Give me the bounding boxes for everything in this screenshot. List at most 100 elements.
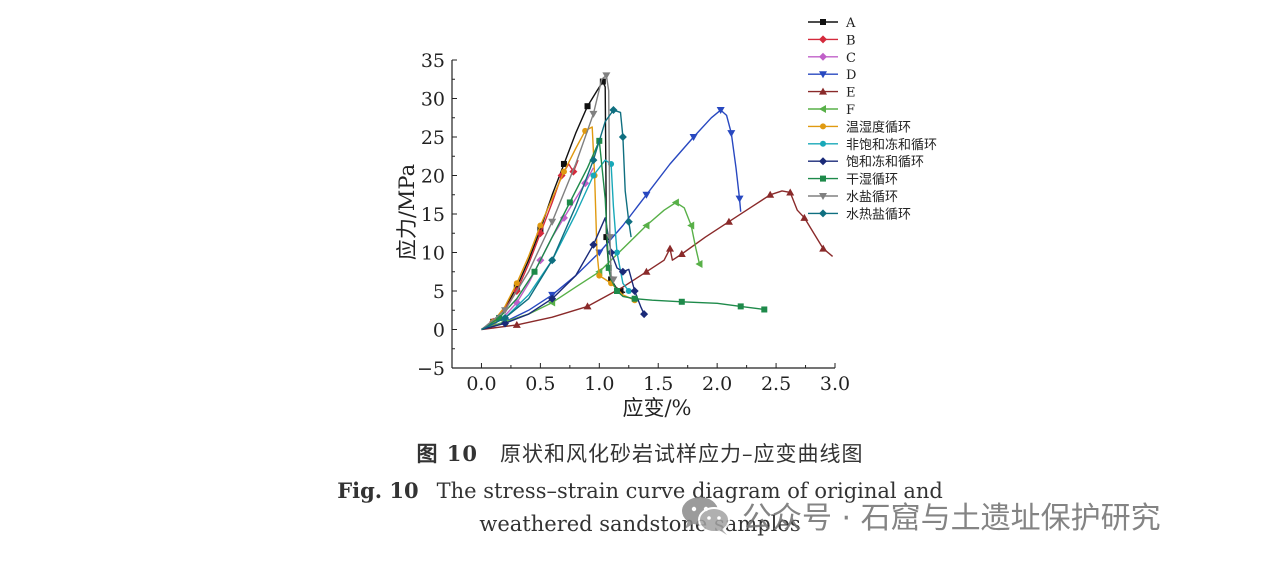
x-axis-title: 应变/% [622, 396, 691, 420]
legend-marker [819, 71, 827, 79]
data-point [640, 310, 649, 319]
data-point [513, 280, 520, 287]
data-point [678, 298, 685, 305]
data-point [602, 72, 611, 80]
data-point [599, 78, 606, 85]
y-tick-label: 5 [433, 281, 445, 303]
data-point [724, 217, 733, 225]
figure-title-en-line2: weathered sandstone samples [479, 512, 801, 536]
series-line-4 [481, 190, 834, 331]
series-line-1 [481, 159, 579, 331]
data-point [631, 295, 638, 302]
data-point [590, 172, 597, 179]
series-line-10 [481, 74, 614, 331]
data-point [589, 110, 598, 118]
data-point [617, 288, 624, 294]
data-point [735, 195, 744, 203]
data-point [819, 244, 828, 252]
data-point [666, 244, 675, 252]
data-point [737, 303, 744, 310]
data-point [537, 222, 544, 229]
data-point [560, 160, 567, 167]
y-tick-label: 20 [421, 166, 445, 188]
legend-label: C [846, 51, 856, 66]
series-line-3 [481, 109, 742, 331]
y-tick-label: 15 [421, 204, 445, 226]
stress-strain-chart: −5 0 5 10 15 20 25 30 35 0.0 0.5 1.0 1.5 2.0 2.5 3.0 ABC… [395, 16, 937, 420]
y-tick-label: 35 [421, 50, 445, 72]
data-point [727, 130, 736, 138]
data-point [548, 256, 557, 265]
data-point [618, 267, 627, 276]
series-line-9 [481, 140, 765, 331]
x-tick-label: 1.5 [643, 373, 673, 395]
data-point [624, 217, 633, 226]
legend-marker [820, 123, 826, 130]
legend-label: B [846, 33, 856, 48]
x-tick-label: 0.5 [525, 373, 555, 395]
data-point [548, 294, 557, 303]
data-point [642, 267, 651, 275]
data-point [609, 276, 618, 284]
data-point [583, 302, 592, 310]
data-point [566, 199, 573, 206]
data-point [618, 133, 627, 141]
y-tick-label: 0 [433, 320, 445, 342]
legend-label: E [846, 86, 856, 101]
data-point [625, 288, 632, 294]
data-point [501, 307, 510, 315]
data-point [716, 107, 725, 115]
x-tick-label: 0.0 [466, 373, 496, 395]
y-tick-label: 10 [421, 243, 445, 265]
x-tick-label: 1.0 [584, 373, 614, 395]
data-point [603, 234, 610, 241]
y-tick-label: 25 [421, 127, 445, 149]
data-point [687, 221, 695, 230]
figure-label-en: Fig. 10 [337, 478, 419, 503]
series-line-6 [481, 126, 635, 331]
data-point [613, 249, 620, 256]
data-point [689, 134, 698, 141]
data-point [596, 272, 603, 279]
data-point [613, 288, 620, 294]
legend-marker [819, 105, 826, 113]
data-point [609, 106, 618, 115]
data-point [589, 156, 598, 165]
data-point [589, 240, 598, 249]
legend-marker [819, 193, 827, 200]
legend-label: 水热盐循环 [846, 207, 911, 222]
y-tick-label: 30 [421, 89, 445, 111]
data-point [671, 198, 679, 207]
data-point [501, 313, 510, 322]
data-point [642, 221, 650, 230]
figure-label-cn: 图 10 [416, 441, 479, 466]
legend-marker [819, 87, 827, 95]
y-tick-label: −5 [417, 358, 445, 380]
data-point [800, 213, 809, 221]
data-point [607, 248, 616, 257]
series-line-7 [481, 159, 630, 331]
figure-title-en-line1: The stress–strain curve diagram of origi… [436, 479, 943, 503]
legend-marker [819, 35, 827, 44]
legend-marker [820, 19, 826, 25]
legend-label: F [846, 103, 855, 118]
data-point [605, 234, 614, 242]
x-tick-label: 2.5 [761, 373, 791, 395]
figure-title-cn: 原状和风化砂岩试样应力–应变曲线图 [500, 442, 864, 466]
series-line-11 [481, 109, 632, 331]
data-point [501, 319, 510, 328]
data-point [605, 264, 612, 271]
figure-caption-en-line2: weathered sandstone samples [0, 512, 1280, 536]
watermark: 公众号 · 石窟与土遗址保护研究 [680, 492, 1161, 538]
data-point [695, 260, 703, 269]
wechat-icon [682, 497, 730, 535]
legend-marker [820, 175, 826, 182]
legend-label: 水盐循环 [846, 190, 898, 205]
data-point [531, 268, 538, 275]
legend-label: D [846, 68, 856, 83]
legend-marker [819, 52, 827, 61]
figure-caption-cn: 图 10 原状和风化砂岩试样应力–应变曲线图 [0, 438, 1280, 468]
data-point [559, 213, 568, 222]
legend-label: A [845, 16, 856, 31]
data-point [630, 287, 639, 295]
